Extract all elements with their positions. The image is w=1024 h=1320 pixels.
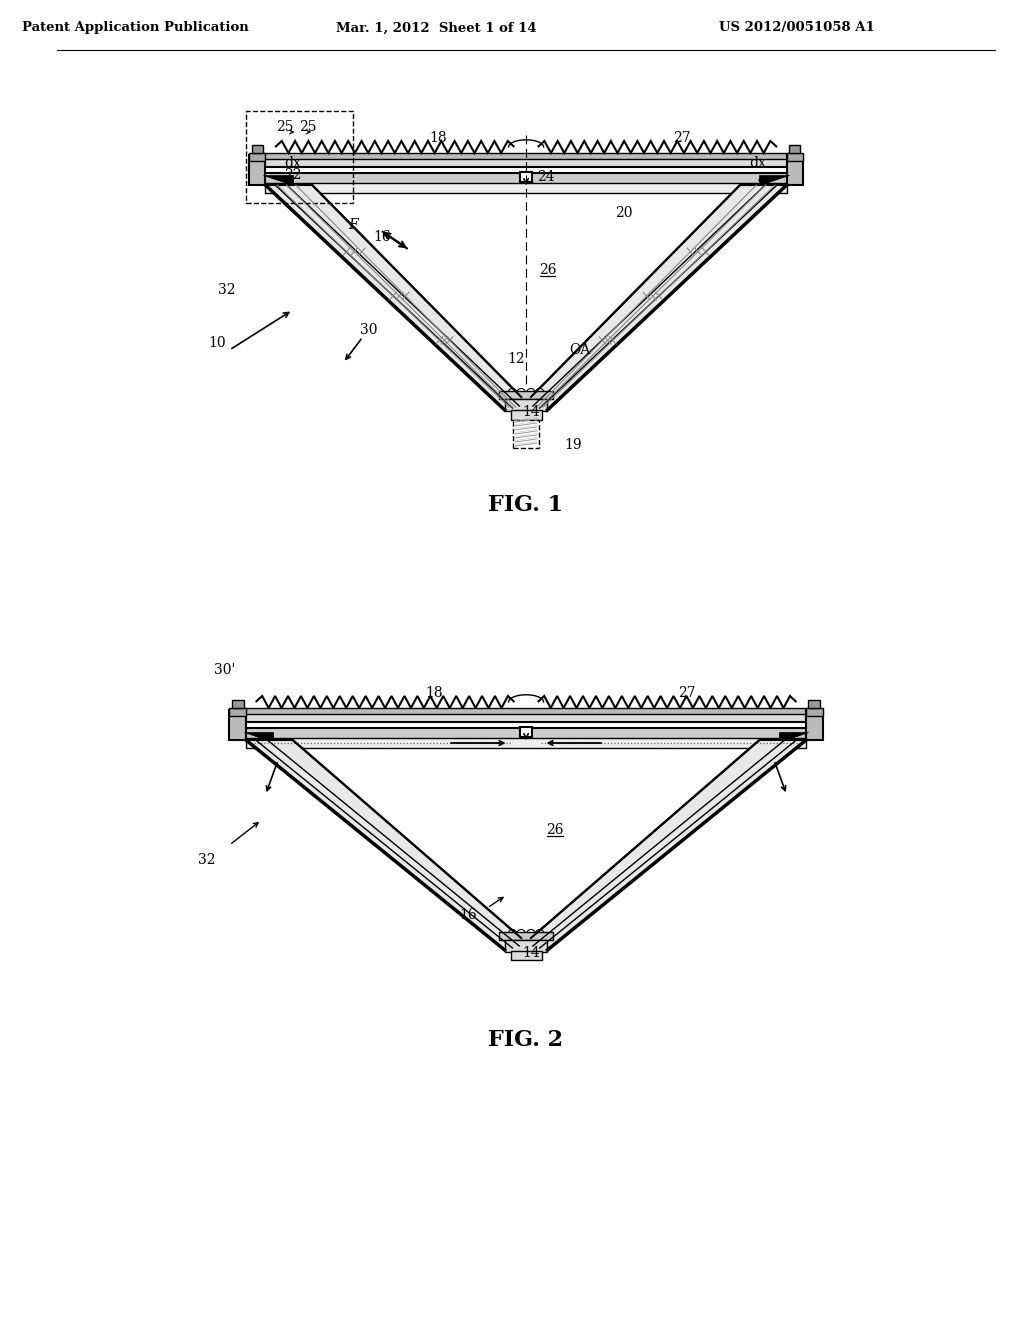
Bar [499,391,553,399]
Bar [806,708,822,715]
Polygon shape [779,733,808,742]
Text: 16: 16 [374,230,391,244]
Text: 27: 27 [673,131,690,145]
Text: 27: 27 [678,686,695,700]
Circle shape [517,929,525,939]
Bar [513,420,539,447]
Bar [808,700,820,708]
Text: 22: 22 [284,168,301,182]
Bar [249,154,265,185]
Text: 30': 30' [214,663,236,677]
Circle shape [517,388,525,397]
Bar [229,710,246,741]
Circle shape [536,388,544,397]
Circle shape [508,929,517,939]
Bar [806,710,822,741]
Polygon shape [246,741,521,950]
Bar [786,153,803,161]
Text: 12: 12 [508,352,525,366]
Bar [505,940,548,952]
Text: 14: 14 [522,946,540,960]
Bar [265,173,786,185]
Bar [249,153,265,161]
Text: 24: 24 [537,170,554,183]
Text: 16: 16 [459,908,476,921]
Circle shape [526,929,536,939]
Text: 25: 25 [299,120,317,135]
Text: 30: 30 [359,323,377,337]
Bar [246,710,806,722]
Circle shape [508,388,517,397]
Circle shape [526,388,536,397]
Polygon shape [244,733,273,742]
Text: 19: 19 [564,438,582,451]
Text: dx: dx [285,156,301,170]
Text: F: F [348,218,357,232]
Text: 18: 18 [430,131,447,145]
Bar [788,145,801,153]
Polygon shape [263,176,293,185]
Text: 26: 26 [539,263,556,277]
Bar [232,700,244,708]
Text: US 2012/0051058 A1: US 2012/0051058 A1 [719,21,874,34]
Bar [511,411,542,420]
Bar [246,111,353,203]
Text: 20: 20 [614,206,632,220]
Text: 14: 14 [522,405,540,418]
Text: 18: 18 [425,686,442,700]
Bar [499,932,553,940]
Bar [786,154,803,185]
Bar [520,727,531,737]
Bar [252,145,263,153]
Text: FIG. 2: FIG. 2 [488,1030,563,1051]
Bar [242,708,810,714]
Bar [505,399,548,411]
Bar [265,154,786,168]
Text: 10: 10 [208,337,225,350]
Text: FIG. 1: FIG. 1 [488,494,563,516]
Text: Patent Application Publication: Patent Application Publication [22,21,249,34]
Bar [246,738,806,748]
Circle shape [536,929,544,939]
Text: 26: 26 [547,822,564,837]
Bar [511,950,542,960]
Text: 32: 32 [218,282,236,297]
Text: 32: 32 [199,853,216,867]
Text: Mar. 1, 2012  Sheet 1 of 14: Mar. 1, 2012 Sheet 1 of 14 [336,21,537,34]
Bar [265,183,786,193]
Bar [229,708,246,715]
Bar [520,172,531,182]
Text: 25: 25 [276,120,294,135]
Bar [246,729,806,741]
Text: OA: OA [569,343,590,356]
Bar [261,153,791,158]
Text: dx: dx [750,156,766,170]
Polygon shape [530,185,786,411]
Polygon shape [530,741,806,950]
Polygon shape [760,176,788,185]
Polygon shape [265,185,521,411]
